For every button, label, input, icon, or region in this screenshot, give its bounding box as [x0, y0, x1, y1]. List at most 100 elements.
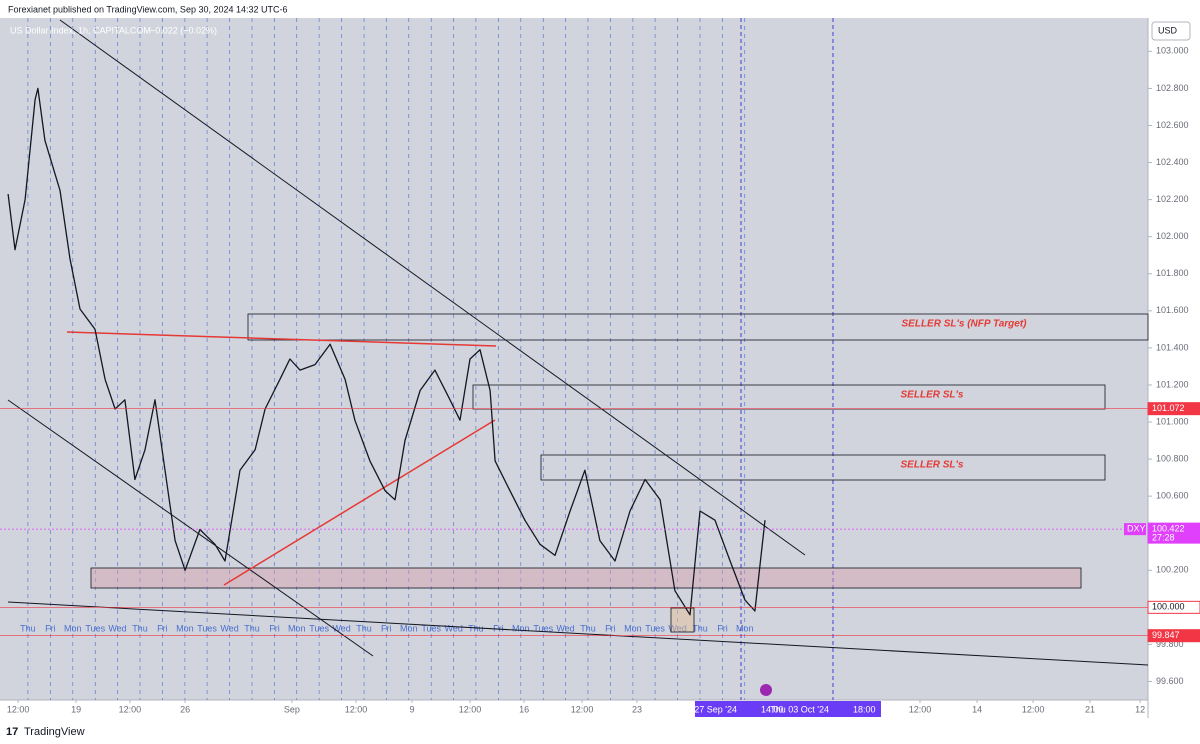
x-tick-label: 21: [1085, 704, 1095, 714]
day-label: Tues: [533, 623, 553, 633]
x-tick-label: 12:00: [119, 704, 142, 714]
day-label: Fri: [45, 623, 56, 633]
legend-change: −0.022 (−0.02%): [150, 25, 217, 35]
y-tick-label: 100.600: [1156, 491, 1189, 501]
day-label: Mon: [176, 623, 194, 633]
y-tick-label: 101.800: [1156, 268, 1189, 278]
price-label: 100.422: [1152, 524, 1185, 534]
price-axis: [1148, 18, 1200, 700]
day-label: Fri: [717, 623, 728, 633]
day-label: Thu: [356, 623, 372, 633]
day-label: Fri: [157, 623, 168, 633]
price-line: [7, 87, 766, 616]
day-label: Tues: [85, 623, 105, 633]
trendline: [7, 601, 1149, 666]
x-tick-label: 12: [1135, 704, 1145, 714]
y-tick-label: 100.200: [1156, 565, 1189, 575]
date-marker-time: 14:00: [761, 704, 784, 714]
day-label: Wed: [332, 623, 350, 633]
demand-zone: [90, 567, 1082, 589]
day-label: Thu: [692, 623, 708, 633]
price-label: 100.000: [1152, 602, 1185, 612]
trendline: [66, 331, 497, 347]
currency-button[interactable]: [1151, 21, 1191, 41]
y-tick-label: 101.400: [1156, 342, 1189, 352]
day-label: Wed: [556, 623, 574, 633]
day-label: Mon: [736, 623, 754, 633]
event-icon[interactable]: [760, 684, 772, 696]
y-tick-label: 101.200: [1156, 379, 1189, 389]
day-label: Tues: [421, 623, 441, 633]
zone: [540, 454, 1106, 481]
day-label: Thu: [132, 623, 148, 633]
x-tick-label: 12:00: [459, 704, 482, 714]
box: [670, 607, 695, 633]
x-tick-label: 12:00: [345, 704, 368, 714]
x-tick-label: 12:00: [571, 704, 594, 714]
day-label: Mon: [64, 623, 82, 633]
y-tick-label: 102.800: [1156, 83, 1189, 93]
day-label: Mon: [624, 623, 642, 633]
legend-title: US Dollar Index, 1h, CAPITALCOM: [10, 25, 151, 35]
plot-background: [0, 18, 1148, 700]
y-tick-label: 99.800: [1156, 639, 1184, 649]
day-label: Fri: [381, 623, 392, 633]
y-tick-label: 103.000: [1156, 46, 1189, 56]
symbol-tag: DXY: [1127, 524, 1146, 534]
day-label: Thu: [468, 623, 484, 633]
day-label: Mon: [288, 623, 306, 633]
header-title: Forexianet published on TradingView.com,…: [8, 4, 288, 14]
price-label-bg: [1147, 600, 1200, 614]
price-label: 101.072: [1152, 403, 1185, 413]
trendline: [223, 419, 496, 586]
y-tick-label: 102.000: [1156, 231, 1189, 241]
symbol-tag-bg: [1124, 523, 1146, 536]
drawings: SELLER SL's (NFP Target) SELLER SL's SEL…: [7, 19, 1149, 666]
price-label: 99.847: [1152, 630, 1180, 640]
footer-brand: TradingView: [24, 726, 85, 738]
price-label-bg: [1147, 629, 1200, 643]
day-label: Fri: [269, 623, 280, 633]
date-marker-label-bg: [694, 701, 881, 717]
y-tick-label: 102.200: [1156, 194, 1189, 204]
footer-logo: 17: [6, 726, 18, 738]
x-tick-label: Sep: [284, 704, 300, 714]
day-label: Mon: [512, 623, 530, 633]
day-label: Thu: [580, 623, 596, 633]
x-tick-label: 23: [632, 704, 642, 714]
y-tick-label: 100.800: [1156, 453, 1189, 463]
y-tick-label: 102.600: [1156, 120, 1189, 130]
day-label: Tues: [645, 623, 665, 633]
day-label: Tues: [197, 623, 217, 633]
x-tick-label: 14: [972, 704, 982, 714]
zone: [247, 313, 1149, 341]
date-marker-time: 18:00: [853, 704, 876, 714]
annotation: SELLER SL's: [901, 390, 964, 401]
y-tick-label: 101.000: [1156, 416, 1189, 426]
y-tick-label: 101.600: [1156, 305, 1189, 315]
price-label-bg: [1147, 402, 1200, 416]
countdown: 27:28: [1152, 533, 1175, 543]
day-label: Thu: [244, 623, 260, 633]
day-label: Thu: [20, 623, 36, 633]
annotation: SELLER SL's (NFP Target): [902, 319, 1028, 330]
x-tick-label: 12:00: [1022, 704, 1045, 714]
x-tick-label: 16: [519, 704, 529, 714]
price-label-bg: [1147, 522, 1200, 544]
x-tick-label: 26: [180, 704, 190, 714]
day-label: Wed: [444, 623, 462, 633]
day-label: Fri: [493, 623, 504, 633]
x-tick-label: 12:00: [909, 704, 932, 714]
trendline: [59, 19, 806, 556]
x-tick-label: 9: [410, 704, 415, 714]
x-tick-label: 19: [71, 704, 81, 714]
trendline: [7, 399, 374, 657]
currency[interactable]: USD: [1158, 25, 1178, 35]
day-label: Tues: [309, 623, 329, 633]
annotation: SELLER SL's: [901, 460, 964, 471]
day-label: Fri: [605, 623, 616, 633]
day-label: Wed: [108, 623, 126, 633]
day-label: Mon: [400, 623, 418, 633]
x-tick-label: 12:00: [7, 704, 30, 714]
day-label: Wed: [220, 623, 238, 633]
